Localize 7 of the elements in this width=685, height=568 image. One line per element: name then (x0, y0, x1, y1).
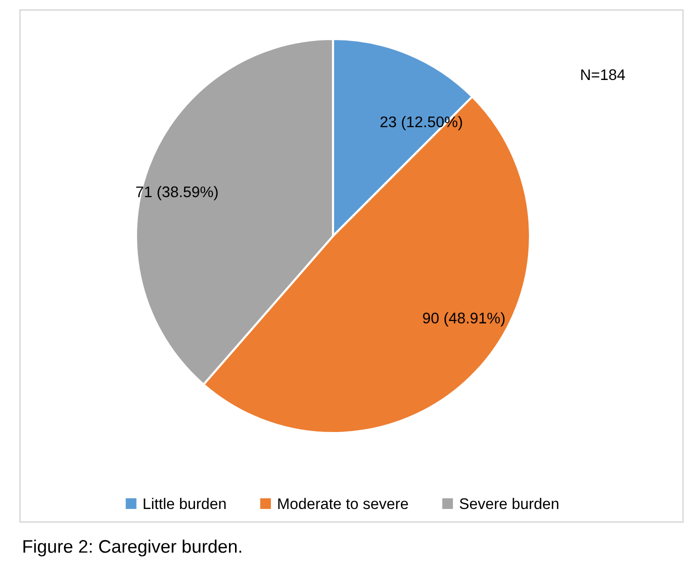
legend-label: Little burden (144, 498, 226, 510)
data-label: 71 (38.59%) (136, 186, 218, 200)
text: N=184 (581, 69, 625, 80)
legend-label: Moderate to severe (278, 498, 408, 510)
data-label: 90 (48.91%) (422, 312, 505, 326)
caption: Figure 2: Caregiver burden. (23, 540, 242, 556)
legend-label: Severe burden (460, 498, 558, 510)
